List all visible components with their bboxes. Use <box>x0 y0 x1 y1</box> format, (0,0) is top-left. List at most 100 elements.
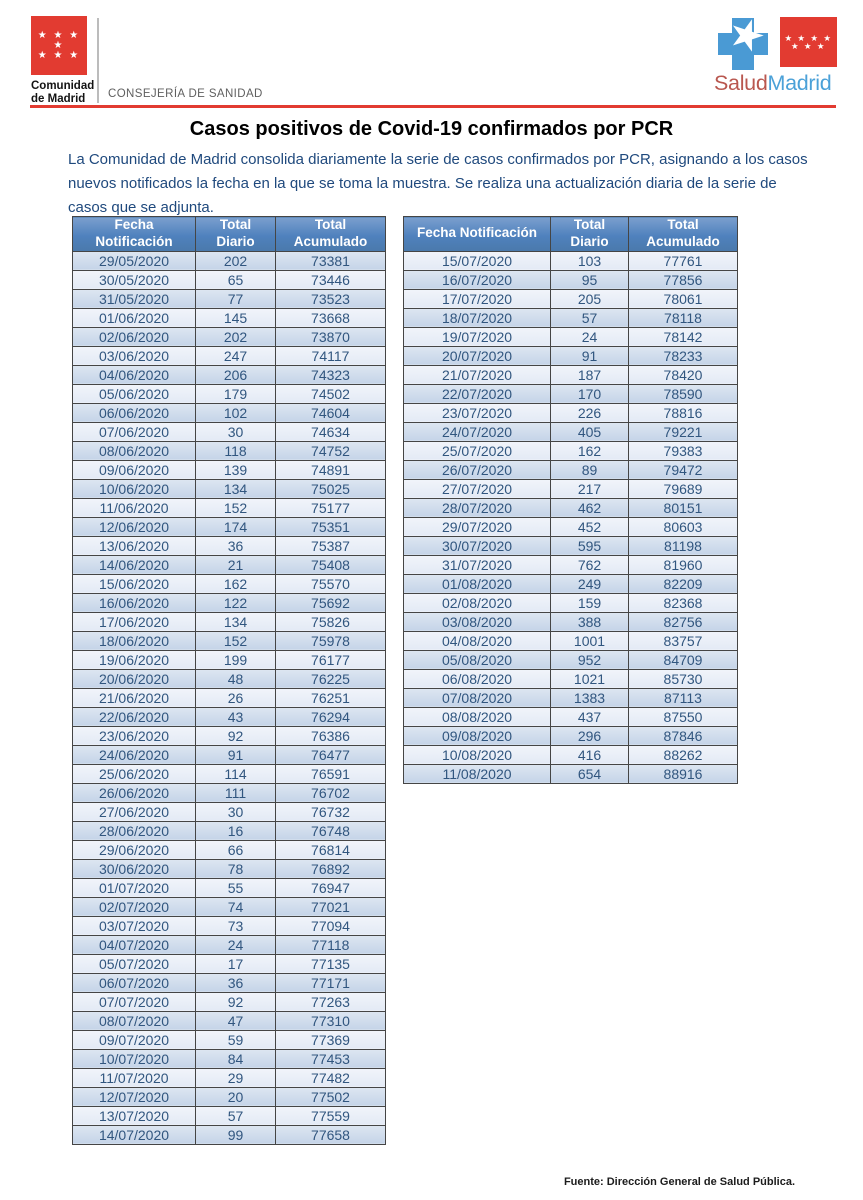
daily-total-cell: 134 <box>195 611 276 632</box>
cumulative-total-cell: 74634 <box>275 421 386 442</box>
table-row: 10/08/2020 416 88262 <box>403 744 738 765</box>
date-cell: 19/07/2020 <box>403 326 551 347</box>
cumulative-total-cell: 87113 <box>628 687 738 708</box>
table-row: 20/07/2020 91 78233 <box>403 345 738 366</box>
cumulative-total-cell: 78061 <box>628 288 738 309</box>
table-row: 09/07/2020 59 77369 <box>72 1029 386 1050</box>
daily-total-cell: 217 <box>550 478 629 499</box>
flag-stars-row1: ★ ★ ★ ★ <box>784 32 833 43</box>
cumulative-total-cell: 75692 <box>275 592 386 613</box>
daily-total-cell: 206 <box>195 364 276 385</box>
table-row: 05/06/2020 179 74502 <box>72 383 386 404</box>
cumulative-total-cell: 80603 <box>628 516 738 537</box>
cumulative-total-cell: 76748 <box>275 820 386 841</box>
table-row: 17/06/2020 134 75826 <box>72 611 386 632</box>
column-header-fecha: Fecha Notificación <box>403 216 551 252</box>
column-header-total-diario: Total Diario <box>195 216 276 252</box>
date-cell: 12/06/2020 <box>72 516 196 537</box>
cumulative-total-cell: 77094 <box>275 915 386 936</box>
daily-total-cell: 437 <box>550 706 629 727</box>
daily-total-cell: 118 <box>195 440 276 461</box>
date-cell: 07/06/2020 <box>72 421 196 442</box>
date-cell: 22/06/2020 <box>72 706 196 727</box>
date-cell: 18/07/2020 <box>403 307 551 328</box>
date-cell: 01/07/2020 <box>72 877 196 898</box>
page-title: Casos positivos de Covid-19 confirmados … <box>189 118 674 140</box>
table-row: 09/06/2020 139 74891 <box>72 459 386 480</box>
cumulative-total-cell: 77502 <box>275 1086 386 1107</box>
cumulative-total-cell: 78816 <box>628 402 738 423</box>
cumulative-total-cell: 76177 <box>275 649 386 670</box>
medical-cross-icon: ★ <box>718 6 772 70</box>
daily-total-cell: 74 <box>195 896 276 917</box>
date-cell: 03/06/2020 <box>72 345 196 366</box>
date-cell: 26/06/2020 <box>72 782 196 803</box>
cumulative-total-cell: 75351 <box>275 516 386 537</box>
table-row: 01/08/2020 249 82209 <box>403 573 738 594</box>
date-cell: 10/06/2020 <box>72 478 196 499</box>
intro-paragraph: La Comunidad de Madrid consolida diariam… <box>68 151 808 216</box>
daily-total-cell: 36 <box>195 535 276 556</box>
table-row: 12/06/2020 174 75351 <box>72 516 386 537</box>
date-cell: 01/08/2020 <box>403 573 551 594</box>
date-cell: 10/08/2020 <box>403 744 551 765</box>
table-row: 27/06/2020 30 76732 <box>72 801 386 822</box>
daily-total-cell: 174 <box>195 516 276 537</box>
cumulative-total-cell: 73446 <box>275 269 386 290</box>
cumulative-total-cell: 73668 <box>275 307 386 328</box>
date-cell: 14/07/2020 <box>72 1124 196 1145</box>
daily-total-cell: 179 <box>195 383 276 404</box>
cumulative-total-cell: 77559 <box>275 1105 386 1126</box>
daily-total-cell: 92 <box>195 725 276 746</box>
brand-divider <box>97 18 99 103</box>
table-row: 25/06/2020 114 76591 <box>72 763 386 784</box>
cases-table-left: Fecha Notificación Total Diario Total Ac… <box>72 216 386 1145</box>
table-row: 14/07/2020 99 77658 <box>72 1124 386 1145</box>
daily-total-cell: 187 <box>550 364 629 385</box>
date-cell: 05/07/2020 <box>72 953 196 974</box>
table-row: 24/07/2020 405 79221 <box>403 421 738 442</box>
saludmadrid-logo: ★ ★ ★ ★ ★ ★ ★ ★ SaludMadrid <box>714 6 850 100</box>
cumulative-total-cell: 81198 <box>628 535 738 556</box>
daily-total-cell: 205 <box>550 288 629 309</box>
date-cell: 26/07/2020 <box>403 459 551 480</box>
date-cell: 15/07/2020 <box>403 250 551 271</box>
cumulative-total-cell: 76591 <box>275 763 386 784</box>
daily-total-cell: 159 <box>550 592 629 613</box>
date-cell: 01/06/2020 <box>72 307 196 328</box>
header-rule <box>30 105 836 108</box>
cumulative-total-cell: 79221 <box>628 421 738 442</box>
cumulative-total-cell: 77021 <box>275 896 386 917</box>
date-cell: 06/07/2020 <box>72 972 196 993</box>
table-row: 06/07/2020 36 77171 <box>72 972 386 993</box>
table-row: 08/06/2020 118 74752 <box>72 440 386 461</box>
date-cell: 04/06/2020 <box>72 364 196 385</box>
cumulative-total-cell: 77118 <box>275 934 386 955</box>
daily-total-cell: 24 <box>195 934 276 955</box>
cumulative-total-cell: 77171 <box>275 972 386 993</box>
source-note: Fuente: Dirección General de Salud Públi… <box>563 1176 795 1188</box>
date-cell: 07/07/2020 <box>72 991 196 1012</box>
daily-total-cell: 77 <box>195 288 276 309</box>
table-row: 02/08/2020 159 82368 <box>403 592 738 613</box>
table-row: 01/07/2020 55 76947 <box>72 877 386 898</box>
cumulative-total-cell: 74502 <box>275 383 386 404</box>
daily-total-cell: 462 <box>550 497 629 518</box>
daily-total-cell: 57 <box>195 1105 276 1126</box>
column-header-total-diario: Total Diario <box>550 216 629 252</box>
date-cell: 09/08/2020 <box>403 725 551 746</box>
cumulative-total-cell: 76477 <box>275 744 386 765</box>
date-cell: 30/07/2020 <box>403 535 551 556</box>
cumulative-total-cell: 74752 <box>275 440 386 461</box>
cumulative-total-cell: 76225 <box>275 668 386 689</box>
table-row: 21/06/2020 26 76251 <box>72 687 386 708</box>
cumulative-total-cell: 73523 <box>275 288 386 309</box>
table-row: 26/07/2020 89 79472 <box>403 459 738 480</box>
daily-total-cell: 24 <box>550 326 629 347</box>
daily-total-cell: 47 <box>195 1010 276 1031</box>
daily-total-cell: 95 <box>550 269 629 290</box>
table-row: 06/08/2020 1021 85730 <box>403 668 738 689</box>
daily-total-cell: 36 <box>195 972 276 993</box>
table-row: 04/06/2020 206 74323 <box>72 364 386 385</box>
table-row: 18/06/2020 152 75978 <box>72 630 386 651</box>
